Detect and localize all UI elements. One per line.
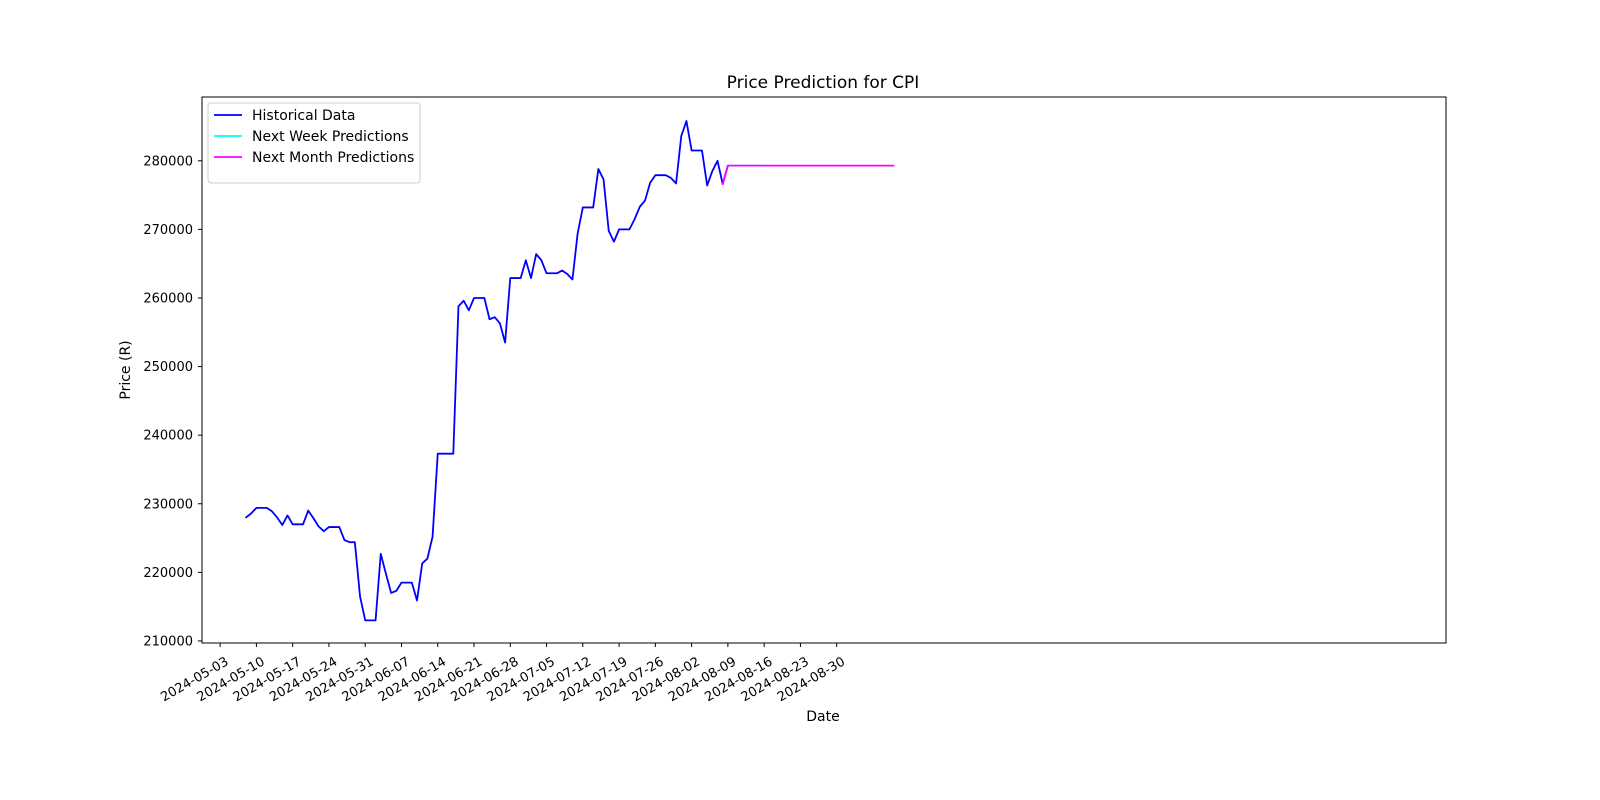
y-tick-label: 250000 — [143, 360, 193, 375]
y-tick-label: 220000 — [143, 566, 193, 581]
legend-entry-label: Next Month Predictions — [252, 150, 414, 166]
chart-title: Price Prediction for CPI — [727, 73, 920, 93]
legend: Historical Data Next Week Predictions Next… — [208, 103, 420, 183]
y-tick-label: 270000 — [143, 223, 193, 238]
legend-entry-label: Next Week Predictions — [252, 129, 409, 145]
y-tick-label: 280000 — [143, 154, 193, 169]
legend-entry-label: Historical Data — [252, 108, 355, 124]
x-axis-label: Date — [806, 709, 839, 725]
y-tick-label: 230000 — [143, 497, 193, 512]
y-tick-label: 260000 — [143, 291, 193, 306]
y-tick-label: 240000 — [143, 429, 193, 444]
y-tick-label: 210000 — [143, 634, 193, 649]
y-axis-label: Price (R) — [118, 340, 134, 399]
